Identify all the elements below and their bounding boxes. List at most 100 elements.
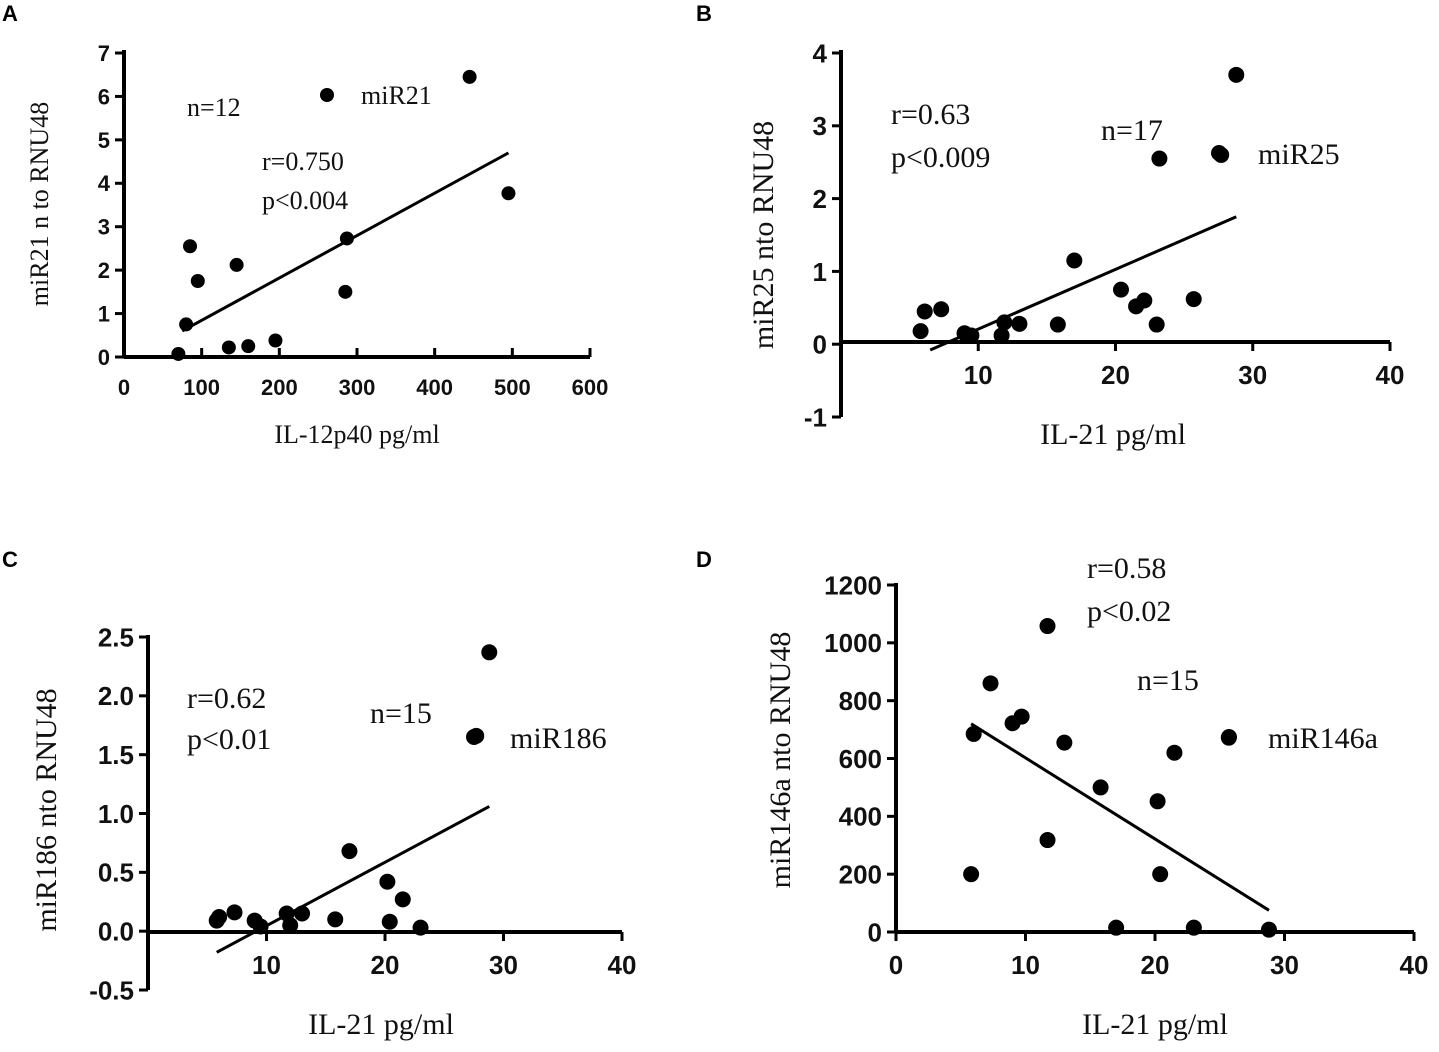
panel-a-y-tick-label: 7: [98, 41, 110, 66]
panel-a-y-label: miR21 n to RNU48: [25, 102, 54, 306]
panel-b-r-annotation: r=0.63: [891, 98, 970, 131]
panel-d-x-tick-label: 30: [1270, 950, 1299, 980]
panel-b-data-point: [1136, 292, 1153, 309]
panel-a-p-annotation: p<0.004: [262, 186, 348, 215]
panel-c-data-point: [282, 917, 299, 934]
panel-b-y-tick-label: -1: [804, 402, 827, 432]
panel-b-data-point: [916, 303, 933, 320]
panel-a-y-tick-label: 3: [98, 215, 110, 240]
panel-c-data-point: [481, 644, 498, 661]
panel-d-y-tick-label: 400: [839, 802, 882, 832]
panel-a-y-tick-label: 2: [98, 258, 110, 283]
panel-d-y-tick-label: 600: [839, 744, 882, 774]
panel-b-p-annotation: p<0.009: [891, 141, 990, 174]
panel-d-data-point: [1013, 708, 1030, 725]
panel-b-data-point: [1066, 252, 1083, 269]
panel-c-data-point: [211, 909, 228, 926]
panel-c-x-tick-label: 20: [371, 950, 400, 980]
panel-c-y-tick-label: 2.5: [98, 622, 134, 652]
panel-d-fit-line: [970, 722, 1270, 912]
panel-b-y-tick-label: 0: [813, 330, 827, 360]
panel-a-y-tick-label: 6: [98, 84, 110, 109]
panel-a-x-tick-label: 300: [339, 375, 376, 400]
panel-d-y-tick-label: 1200: [824, 570, 882, 600]
panel-c-y-tick-label: 0.0: [98, 917, 134, 947]
panel-a-fit-line: [181, 151, 510, 333]
panel-d-data-point: [1260, 921, 1277, 938]
panel-a-letter: A: [2, 1, 18, 26]
panel-c-x-tick-label: 30: [489, 950, 518, 980]
panel-b-data-point: [993, 327, 1010, 344]
panel-b-y-label: miR25 nto RNU48: [747, 121, 780, 349]
panel-a-y-tick-label: 4: [98, 171, 111, 196]
panel-c-y-tick-label: -0.5: [89, 975, 134, 1005]
panel-d-data-point: [1056, 734, 1073, 751]
panel-a-x-tick-label: 500: [494, 375, 531, 400]
panel-b-n-annotation: n=17: [1101, 114, 1163, 147]
panel-d-r-annotation: r=0.58: [1087, 552, 1166, 585]
panel-b-y-tick-label: 2: [813, 184, 827, 214]
panel-b-legend-marker: [1211, 145, 1227, 161]
panel-d-data-point: [963, 866, 980, 883]
panel-c-data-point: [381, 913, 398, 930]
panel-b-y-tick-label: 3: [813, 111, 827, 141]
panel-b-legend-label: miR25: [1258, 138, 1340, 171]
panel-d-data-point: [1152, 866, 1169, 883]
panel-a-x-tick-label: 200: [261, 375, 298, 400]
panel-b-y-tick-label: 4: [813, 38, 828, 68]
panel-a-y-tick-label: 0: [98, 345, 110, 370]
panel-b-data-point: [1049, 316, 1066, 333]
panel-d-y-tick-label: 0: [868, 917, 882, 947]
panel-d-data-point: [1185, 919, 1202, 936]
panel-d-letter: D: [696, 547, 712, 572]
panel-a-x-tick-label: 400: [416, 375, 453, 400]
panel-a-ticks: 0 100 200 300 400 500 600 0 1 2 3 4 5 6 7: [98, 41, 609, 400]
panel-c-r-annotation: r=0.62: [187, 682, 266, 715]
panel-b: B 10 20 30 40 -1 0 1 2 3 4 IL-21 pg/ml miR25 nto …: [696, 1, 1404, 451]
panel-a-data-point: [338, 284, 353, 299]
panel-c-letter: C: [2, 547, 18, 572]
panel-a-x-label: IL-12p40 pg/ml: [274, 420, 439, 449]
panel-a-data-point: [229, 257, 244, 272]
panel-c-data-point: [341, 843, 358, 860]
panel-d-data-point: [1166, 744, 1183, 761]
panel-b-data-point: [1151, 150, 1168, 167]
panel-d-y-tick-label: 1000: [824, 628, 882, 658]
panel-d-data-point: [1039, 832, 1056, 849]
panel-d-n-annotation: n=15: [1137, 664, 1199, 697]
panel-c: C 10 20 30 40 -0.5 0.0 0.5 1.0 1.5 2.0 2.5 IL-21 p…: [2, 547, 636, 1041]
panel-a-data-point: [171, 346, 186, 361]
panel-d-y-label: miR146a nto RNU48: [764, 632, 797, 889]
panel-a-data-point: [221, 340, 236, 355]
panel-b-data-point: [933, 301, 950, 318]
panel-c-y-tick-label: 2.0: [98, 681, 134, 711]
panel-d-x-tick-label: 20: [1141, 950, 1170, 980]
panel-b-x-label: IL-21 pg/ml: [1040, 418, 1186, 451]
panel-c-x-tick-label: 10: [252, 950, 281, 980]
panel-c-data-point: [327, 911, 344, 928]
panel-b-y-tick-label: 1: [813, 257, 827, 287]
panel-d-p-annotation: p<0.02: [1087, 595, 1171, 628]
panel-a-x-tick-label: 600: [572, 375, 609, 400]
panel-b-fit-line: [929, 215, 1237, 352]
panel-b-data-point: [1112, 281, 1129, 298]
panel-d-y-tick-label: 800: [839, 686, 882, 716]
panel-b-letter: B: [696, 1, 712, 26]
panel-c-data-point: [412, 919, 429, 936]
panel-d-data-point: [1092, 779, 1109, 796]
panel-a: A 0 100 200 300 400 500 600 0 1 2 3 4 5 6 7 IL-12p40 p…: [2, 1, 608, 449]
panel-c-x-tick-label: 40: [608, 950, 637, 980]
panel-b-data-point: [1228, 66, 1245, 83]
panel-b-data-point: [912, 323, 929, 340]
panel-d-x-tick-label: 10: [1011, 950, 1040, 980]
panel-a-x-tick-label: 100: [183, 375, 220, 400]
panel-c-y-tick-label: 1.0: [98, 799, 134, 829]
panel-a-y-tick-label: 1: [98, 301, 110, 326]
panel-c-data-point: [226, 904, 243, 921]
panel-a-data-point: [501, 186, 516, 201]
panel-c-y-label: miR186 nto RNU48: [30, 688, 63, 931]
panel-c-data-point: [379, 873, 396, 890]
panel-d-x-tick-label: 0: [889, 950, 903, 980]
panel-d-data-point: [982, 675, 999, 692]
